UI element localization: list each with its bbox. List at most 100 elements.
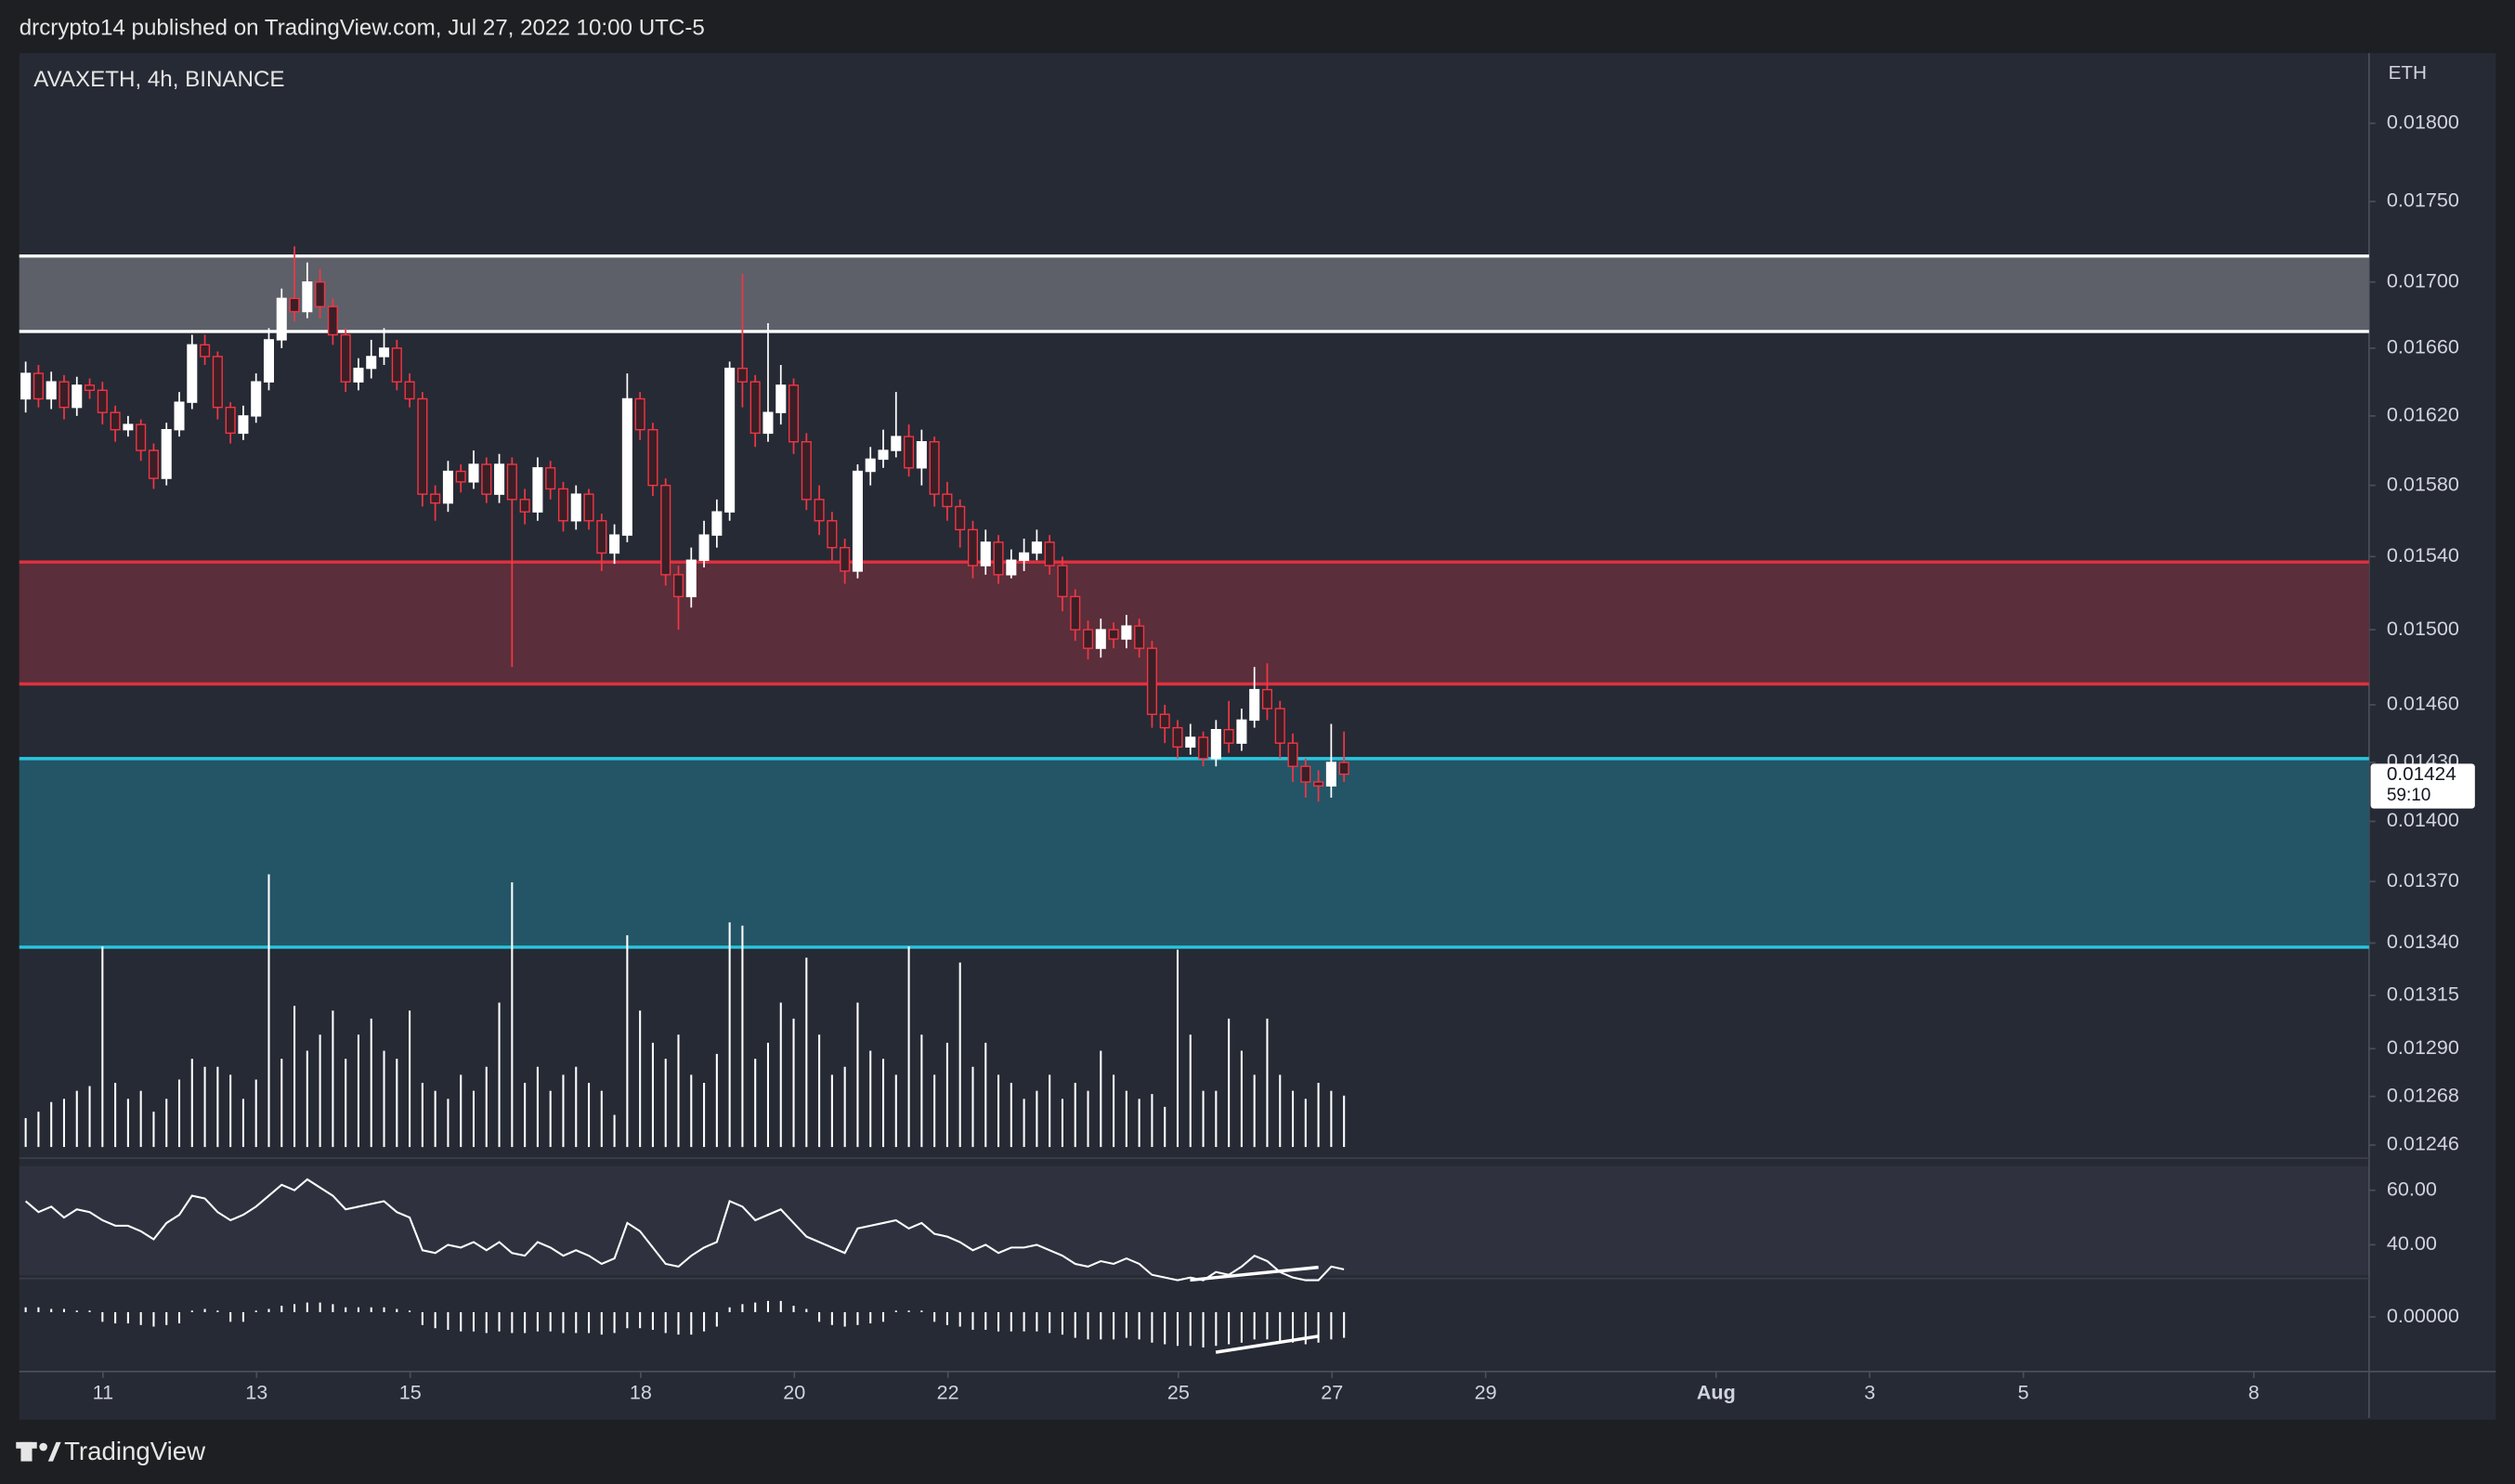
candle-body [97, 389, 108, 413]
candle-body [557, 488, 568, 522]
y-tick-label: 0.01580 [2387, 472, 2459, 495]
y-tick-label: 0.01620 [2387, 403, 2459, 426]
candle-body [442, 470, 453, 504]
candle-body [814, 499, 825, 522]
rsi-tick-label: 40.00 [2387, 1231, 2437, 1255]
candle-body [148, 449, 159, 479]
y-tick-label: 0.01540 [2387, 543, 2459, 566]
candle-body [1108, 629, 1119, 640]
y-tick-label: 0.01268 [2387, 1083, 2459, 1106]
candle-body [251, 381, 262, 417]
candle-body [238, 415, 249, 435]
candle-body [327, 306, 338, 336]
candle-body [161, 428, 172, 479]
candle-body [749, 381, 761, 435]
candle-body [481, 463, 492, 495]
candle-body [263, 339, 275, 383]
candle-body [1325, 762, 1336, 787]
candle-body [1261, 688, 1272, 709]
x-tick-label: 18 [630, 1381, 652, 1404]
x-tick-label: 29 [1475, 1381, 1497, 1404]
candle-body [225, 406, 236, 435]
candle-body [596, 520, 607, 554]
candle-body [302, 281, 313, 313]
y-tick-label: 0.01700 [2387, 268, 2459, 292]
candle-body [916, 441, 927, 469]
candle-body [672, 574, 684, 598]
candle-body [634, 397, 645, 431]
candle-body [852, 470, 863, 572]
candle-body [1121, 625, 1132, 640]
candle-body [698, 534, 710, 561]
candle-body [1082, 629, 1094, 649]
x-tick-label: 25 [1167, 1381, 1190, 1404]
candle-body [1095, 629, 1106, 649]
candle-body [187, 344, 198, 403]
candle-body [519, 499, 530, 513]
candle-body [1057, 565, 1068, 598]
x-tick-label: 22 [937, 1381, 959, 1404]
x-tick-label: Aug [1697, 1381, 1736, 1404]
x-tick-label: 8 [2248, 1381, 2260, 1404]
candle-body [609, 534, 620, 554]
y-tick-label: 0.01660 [2387, 335, 2459, 358]
candle-body [736, 367, 748, 383]
candle-body [647, 428, 658, 487]
published-line: drcrypto14 published on TradingView.com,… [20, 16, 705, 41]
candle-body [391, 347, 402, 383]
candle-body [711, 511, 723, 536]
brand: TradingView [64, 1437, 206, 1465]
countdown: 59:10 [2387, 786, 2431, 805]
candle-body [942, 493, 953, 508]
candle-body [404, 381, 415, 400]
y-tick-label: 0.01400 [2387, 808, 2459, 831]
plot-layer: 0.01800 0.01750 0.01700 0.01660 0.01620 0.015… [19, 110, 2459, 1404]
candle-body [967, 528, 979, 566]
candle-body [455, 470, 466, 483]
trend-line [1190, 1265, 1319, 1282]
candle-body [1159, 713, 1170, 729]
candle-body [136, 423, 147, 451]
x-tick-label: 3 [1864, 1381, 1875, 1404]
last-price-box: 0.01424 59:10 [2370, 763, 2475, 809]
candle-body [1044, 541, 1055, 566]
y-tick-label: 0.01290 [2387, 1035, 2459, 1059]
candle-body [532, 467, 543, 513]
candle-body [801, 441, 812, 501]
candle-body [1287, 742, 1298, 767]
candle-body [1338, 762, 1349, 775]
candle-body [468, 463, 479, 483]
candle-body [660, 484, 671, 576]
rsi-tick-label: 60.00 [2387, 1177, 2437, 1200]
y-tick-label: 0.01370 [2387, 868, 2459, 892]
candle-body [775, 384, 787, 413]
candle-body [378, 347, 390, 358]
candle-body [1185, 736, 1196, 749]
candle-body [929, 441, 940, 495]
x-tick-label: 5 [2018, 1381, 2029, 1404]
candle-body [993, 541, 1004, 576]
candle-body [1146, 647, 1157, 715]
candle-body [174, 401, 185, 431]
candle-body [1313, 781, 1324, 787]
logo-mark [16, 1441, 37, 1449]
candle-body [430, 493, 441, 504]
candle-body [1236, 719, 1247, 744]
candle-body [788, 384, 800, 443]
candle-body [46, 381, 57, 400]
y-tick-label: 0.01246 [2387, 1132, 2459, 1155]
candle-body [980, 541, 991, 566]
candle-body [1070, 595, 1081, 631]
last-price-bg [2370, 763, 2475, 809]
candle-body [1006, 559, 1017, 576]
candle-body [685, 559, 697, 598]
candle-body [340, 333, 351, 383]
trend-line [1215, 1334, 1319, 1354]
candle-body [1019, 552, 1030, 561]
candle-body [366, 356, 377, 370]
zone [19, 255, 2369, 332]
candle-body [1172, 726, 1183, 749]
candle-body [904, 436, 915, 469]
candle-body [72, 384, 83, 409]
